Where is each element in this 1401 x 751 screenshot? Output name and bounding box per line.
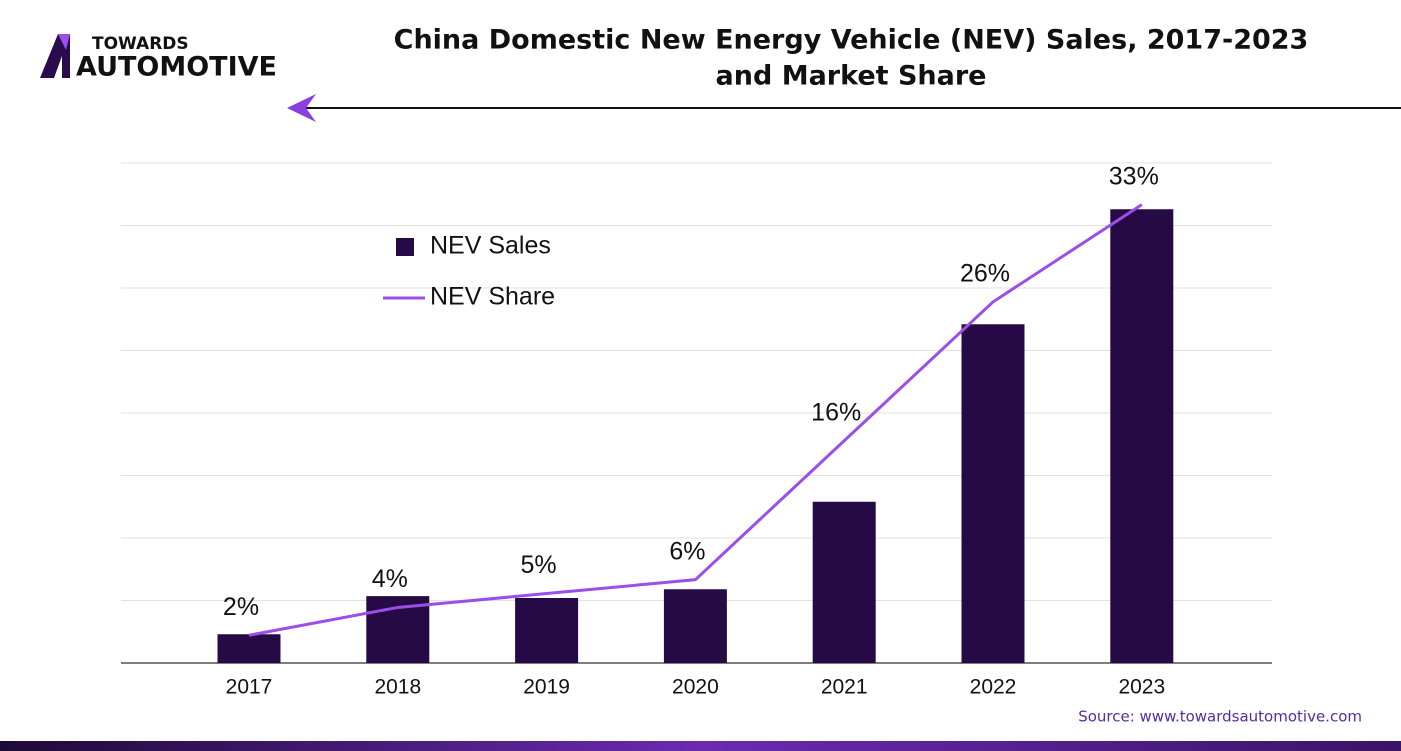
data-label: 2% (223, 593, 259, 621)
x-tick-label: 2022 (970, 676, 1017, 699)
x-tick-label: 2021 (821, 676, 868, 699)
data-label: 26% (960, 259, 1010, 287)
data-label: 33% (1109, 162, 1159, 190)
bar (217, 634, 281, 663)
logo-mark (40, 34, 70, 78)
legend-label: NEV Share (430, 283, 555, 311)
data-label: 6% (669, 537, 705, 565)
bar (663, 589, 727, 663)
chart-title: China Domestic New Energy Vehicle (NEV) … (394, 25, 1309, 56)
bar (812, 501, 876, 663)
x-tick-label: 2020 (672, 676, 719, 699)
legend-swatch (396, 238, 414, 256)
bar (1110, 209, 1174, 663)
bar (961, 324, 1025, 663)
data-label: 16% (811, 398, 861, 426)
legend-label: NEV Sales (430, 232, 551, 260)
bar (515, 598, 579, 663)
x-tick-label: 2019 (523, 676, 570, 699)
plot-area: 2017 2018 2019 2020 2021 2022 2023 2% 4% 5% 6% 16% 2… (121, 162, 1272, 699)
x-tick-label: 2018 (374, 676, 421, 699)
bottom-strip (0, 741, 1401, 751)
share-line (248, 203, 1143, 637)
header-arrow (287, 94, 316, 122)
logo-accent (58, 34, 70, 50)
data-label: 4% (372, 565, 408, 593)
logo-top: TOWARDS (92, 34, 189, 54)
logo: TOWARDS AUTOMOTIVE (40, 34, 277, 83)
logo-bottom: AUTOMOTIVE (76, 52, 277, 83)
x-tick-label: 2023 (1118, 676, 1165, 699)
chart-title: and Market Share (716, 61, 987, 92)
x-tick-label: 2017 (226, 676, 273, 699)
data-label: 5% (521, 551, 557, 579)
source: Source: www.towardsautomotive.com (1078, 708, 1362, 726)
